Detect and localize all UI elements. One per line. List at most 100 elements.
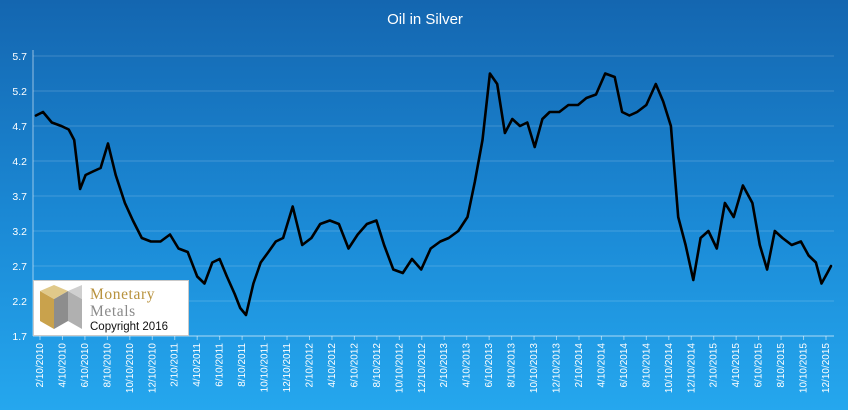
series-point (742, 184, 744, 187)
series-point (504, 132, 506, 134)
series-point (439, 240, 442, 243)
x-tick-label: 2/10/2015 (709, 343, 720, 388)
series-point (595, 93, 597, 96)
x-tick-label: 12/10/2014 (686, 343, 697, 393)
x-tick-label: 8/10/2015 (776, 343, 787, 388)
x-tick-label: 12/10/2012 (417, 343, 428, 393)
series-point (781, 237, 784, 239)
x-tick-label: 8/10/2010 (102, 343, 113, 388)
series-point (252, 282, 255, 285)
series-point (790, 244, 793, 246)
x-tick-label: 6/10/2015 (754, 343, 765, 388)
series-point (759, 244, 761, 246)
series-point (807, 254, 810, 257)
series-point (815, 261, 817, 264)
series-point (114, 174, 117, 176)
x-tick-label: 10/10/2013 (529, 343, 540, 393)
series-point (92, 170, 94, 173)
series-point (60, 125, 63, 127)
y-tick-label: 3.2 (12, 226, 27, 238)
y-tick-label: 5.2 (12, 86, 27, 98)
series-point (245, 314, 247, 316)
series-point (177, 247, 180, 250)
chart-title: Oil in Silver (387, 11, 463, 28)
series-point (226, 275, 228, 278)
y-tick-label: 4.2 (12, 156, 27, 168)
series-point (99, 167, 102, 169)
series-point (526, 121, 529, 124)
series-point (489, 72, 491, 75)
series-point (707, 230, 710, 232)
series-point (329, 219, 331, 222)
x-tick-label: 6/10/2010 (80, 343, 91, 388)
series-point (301, 244, 304, 246)
series-point (150, 240, 152, 243)
series-point (73, 139, 75, 141)
y-tick-label: 4.7 (12, 121, 27, 133)
x-tick-label: 2/10/2011 (170, 343, 181, 387)
series-point (662, 100, 664, 103)
x-tick-label: 8/10/2012 (372, 343, 383, 388)
x-tick-label: 4/10/2011 (192, 343, 203, 387)
monetary-metals-logo-icon (40, 285, 82, 329)
oil-in-silver-series-line (34, 72, 833, 317)
x-tick-label: 10/10/2015 (799, 343, 810, 393)
x-tick-label: 8/10/2011 (237, 343, 248, 387)
series-point (267, 251, 270, 253)
series-point (716, 247, 718, 250)
series-point (124, 202, 126, 204)
x-tick-label: 6/10/2014 (619, 343, 630, 388)
x-tick-label: 10/10/2012 (394, 343, 405, 393)
series-point (692, 279, 695, 281)
x-tick-label: 12/10/2010 (147, 343, 158, 393)
series-point (481, 139, 484, 141)
x-axis-ticks: 2/10/2010 4/10/2010 6/10/2010 8/10/2010 10/1… (35, 336, 832, 393)
series-point (826, 272, 829, 274)
x-tick-label: 12/10/2015 (821, 343, 832, 393)
series-point (239, 307, 241, 309)
series-point (585, 97, 588, 99)
series-point (548, 111, 551, 113)
series-point (79, 188, 81, 190)
series-point (830, 265, 832, 267)
series-point (35, 114, 37, 117)
series-point (319, 223, 322, 225)
series-point (766, 268, 768, 271)
series-point (751, 202, 754, 204)
series-point (699, 237, 702, 239)
series-point (159, 240, 162, 243)
series-point (282, 237, 284, 239)
x-tick-label: 12/10/2011 (282, 343, 293, 393)
series-point (628, 114, 631, 117)
series-point (169, 233, 171, 236)
series-point (636, 111, 638, 113)
series-point (655, 83, 657, 85)
x-tick-label: 2/10/2010 (35, 343, 46, 388)
series-point (645, 104, 648, 106)
x-tick-label: 4/10/2014 (596, 343, 607, 388)
series-point (677, 216, 679, 218)
series-point (800, 240, 802, 243)
x-tick-label: 8/10/2014 (641, 343, 652, 388)
x-tick-label: 6/10/2013 (484, 343, 495, 388)
series-point (511, 118, 514, 120)
series-point (577, 104, 579, 106)
series-point (519, 125, 521, 127)
series-point (291, 205, 294, 208)
series-point (670, 125, 672, 127)
copyright-text: Copyright 2016 (90, 321, 168, 333)
series-point (402, 272, 404, 274)
series-point (621, 111, 623, 113)
y-tick-label: 5.7 (12, 51, 27, 63)
series-point (107, 142, 109, 145)
series-point (604, 72, 606, 75)
x-tick-label: 10/10/2011 (260, 343, 271, 393)
series-point (820, 282, 823, 285)
series-point (132, 219, 134, 222)
series-point (366, 223, 368, 225)
monetary-metals-logo: Monetary Metals Copyright 2016 (33, 280, 189, 336)
x-tick-label: 10/10/2014 (664, 343, 675, 393)
series-point (457, 230, 460, 232)
series-point (732, 216, 735, 218)
